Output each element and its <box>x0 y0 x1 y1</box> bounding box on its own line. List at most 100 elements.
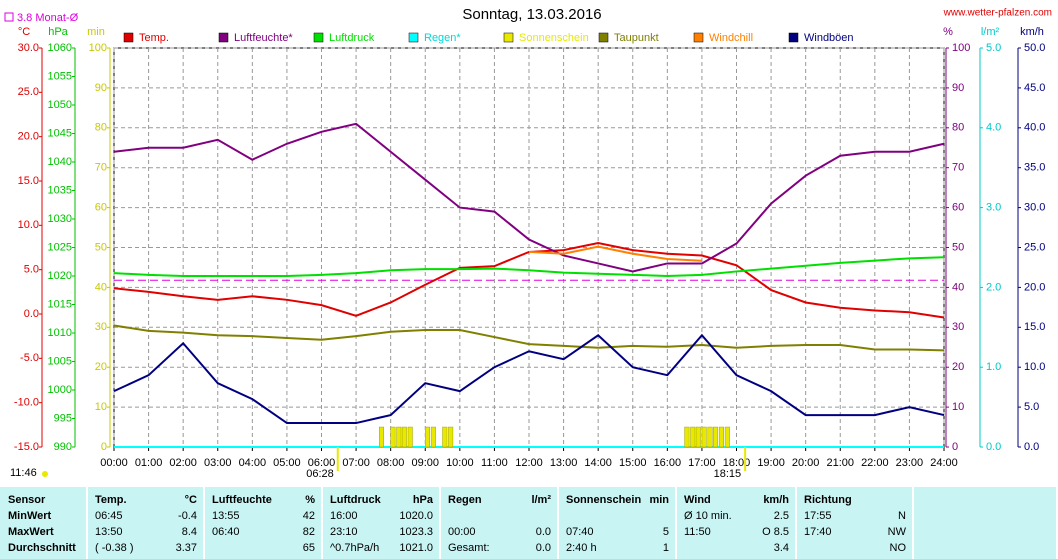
table-value: 0.0 <box>536 526 551 538</box>
x-tick-label: 18:00 <box>723 457 751 469</box>
y-tick-label: 30 <box>952 321 964 333</box>
table-value: N <box>898 510 906 522</box>
table-cell <box>441 487 557 559</box>
y-tick-label: 70 <box>95 162 107 174</box>
legend-label: Temp. <box>139 32 169 44</box>
y-axis-unit: °C <box>18 26 30 38</box>
table-label: MaxWert <box>8 526 54 538</box>
y-tick-label: 5.0 <box>1024 401 1039 413</box>
table-label: MinWert <box>8 510 52 522</box>
sunshine-bar <box>430 426 436 448</box>
legend-swatch <box>598 32 609 43</box>
x-tick-label: 23:00 <box>896 457 924 469</box>
legend-swatch <box>788 32 799 43</box>
table-value: 42 <box>303 510 315 522</box>
y-tick-label: 1005 <box>48 355 72 367</box>
series-line <box>528 245 702 262</box>
average-label: 3.8 Monat-Ø <box>17 12 79 24</box>
table-header: Wind <box>684 494 711 506</box>
table-value: 2:40 h <box>566 542 597 554</box>
table-cell <box>559 487 675 559</box>
legend-swatch <box>218 32 229 43</box>
table-value: 17:40 <box>804 526 832 538</box>
legend-swatch <box>313 32 324 43</box>
y-axis-unit: min <box>87 26 105 38</box>
x-tick-label: 05:00 <box>273 457 301 469</box>
table-header: Luftfeuchte <box>212 494 272 506</box>
table-cell <box>323 487 439 559</box>
y-axis-unit: km/h <box>1020 26 1044 38</box>
sunshine-bar <box>701 426 707 448</box>
sunshine-bar <box>396 426 402 448</box>
x-tick-label: 08:00 <box>377 457 405 469</box>
sunshine-bar <box>448 426 454 448</box>
table-value: 16:00 <box>330 510 358 522</box>
y-tick-label: 10.0 <box>1024 361 1045 373</box>
y-tick-label: 100 <box>952 42 970 54</box>
y-tick-label: 30.0 <box>1024 202 1045 214</box>
table-value: Ø 10 min. <box>684 510 732 522</box>
table-header: Temp. <box>95 494 127 506</box>
table-value: 65 <box>303 542 315 554</box>
y-tick-label: 45.0 <box>1024 82 1045 94</box>
sunshine-bar <box>425 426 430 448</box>
y-tick-label: 20 <box>952 361 964 373</box>
y-tick-label: 5.0 <box>24 264 39 276</box>
legend-label: Sonnenschein <box>519 32 589 44</box>
table-value: 2.5 <box>774 510 789 522</box>
legend-swatch <box>503 32 514 43</box>
table-header: Richtung <box>804 494 852 506</box>
x-tick-label: 19:00 <box>757 457 785 469</box>
legend-label: Regen* <box>424 32 461 44</box>
y-tick-label: 100 <box>89 42 107 54</box>
y-axis-unit: l/m² <box>981 26 1000 38</box>
table-cell <box>797 487 912 559</box>
y-tick-label: 3.0 <box>986 202 1001 214</box>
series-line <box>113 333 945 425</box>
x-tick-label: 24:00 <box>930 457 958 469</box>
table-value: 3.37 <box>176 542 197 554</box>
x-tick-label: 20:00 <box>792 457 820 469</box>
table-value: 3.4 <box>774 542 789 554</box>
legend-label: Windböen <box>804 32 854 44</box>
table-value: 8.4 <box>182 526 197 538</box>
x-tick-label: 01:00 <box>135 457 163 469</box>
y-tick-label: 80 <box>952 122 964 134</box>
y-tick-label: 50 <box>95 241 107 253</box>
table-value: ( -0.38 ) <box>95 542 134 554</box>
table-value: 00:00 <box>448 526 476 538</box>
sunshine-bar <box>390 426 396 448</box>
average-icon <box>4 12 14 22</box>
y-tick-label: 60 <box>95 202 107 214</box>
sunshine-bar <box>707 426 713 448</box>
y-tick-label: 1.0 <box>986 361 1001 373</box>
y-tick-label: 1000 <box>48 384 72 396</box>
y-tick-label: -5.0 <box>20 352 39 364</box>
y-tick-label: 40 <box>952 281 964 293</box>
y-tick-label: 25.0 <box>1024 241 1045 253</box>
table-value: O 8.5 <box>762 526 789 538</box>
table-value: 1021.0 <box>399 542 433 554</box>
y-tick-label: 2.0 <box>986 281 1001 293</box>
table-value: 06:40 <box>212 526 240 538</box>
y-tick-label: 40.0 <box>1024 122 1045 134</box>
table-value: 0.0 <box>536 542 551 554</box>
y-tick-label: -15.0 <box>14 441 39 453</box>
daylight: 11:46 <box>10 467 37 479</box>
sunshine-bar <box>695 426 701 448</box>
table-cell <box>914 487 1056 559</box>
y-tick-label: 1010 <box>48 327 72 339</box>
x-tick-label: 13:00 <box>550 457 578 469</box>
series-line <box>113 242 945 319</box>
table-value: 1023.3 <box>399 526 433 538</box>
y-tick-label: 60 <box>952 202 964 214</box>
legend-label: Luftdruck <box>329 32 375 44</box>
table-value: Gesamt: <box>448 542 490 554</box>
y-tick-label: 990 <box>54 441 72 453</box>
sunshine-bar <box>442 426 448 448</box>
table-header: % <box>305 494 315 506</box>
legend-label: Luftfeuchte* <box>234 32 293 44</box>
legend-label: Windchill <box>709 32 753 44</box>
y-tick-label: 20 <box>95 361 107 373</box>
series-line <box>113 324 945 352</box>
